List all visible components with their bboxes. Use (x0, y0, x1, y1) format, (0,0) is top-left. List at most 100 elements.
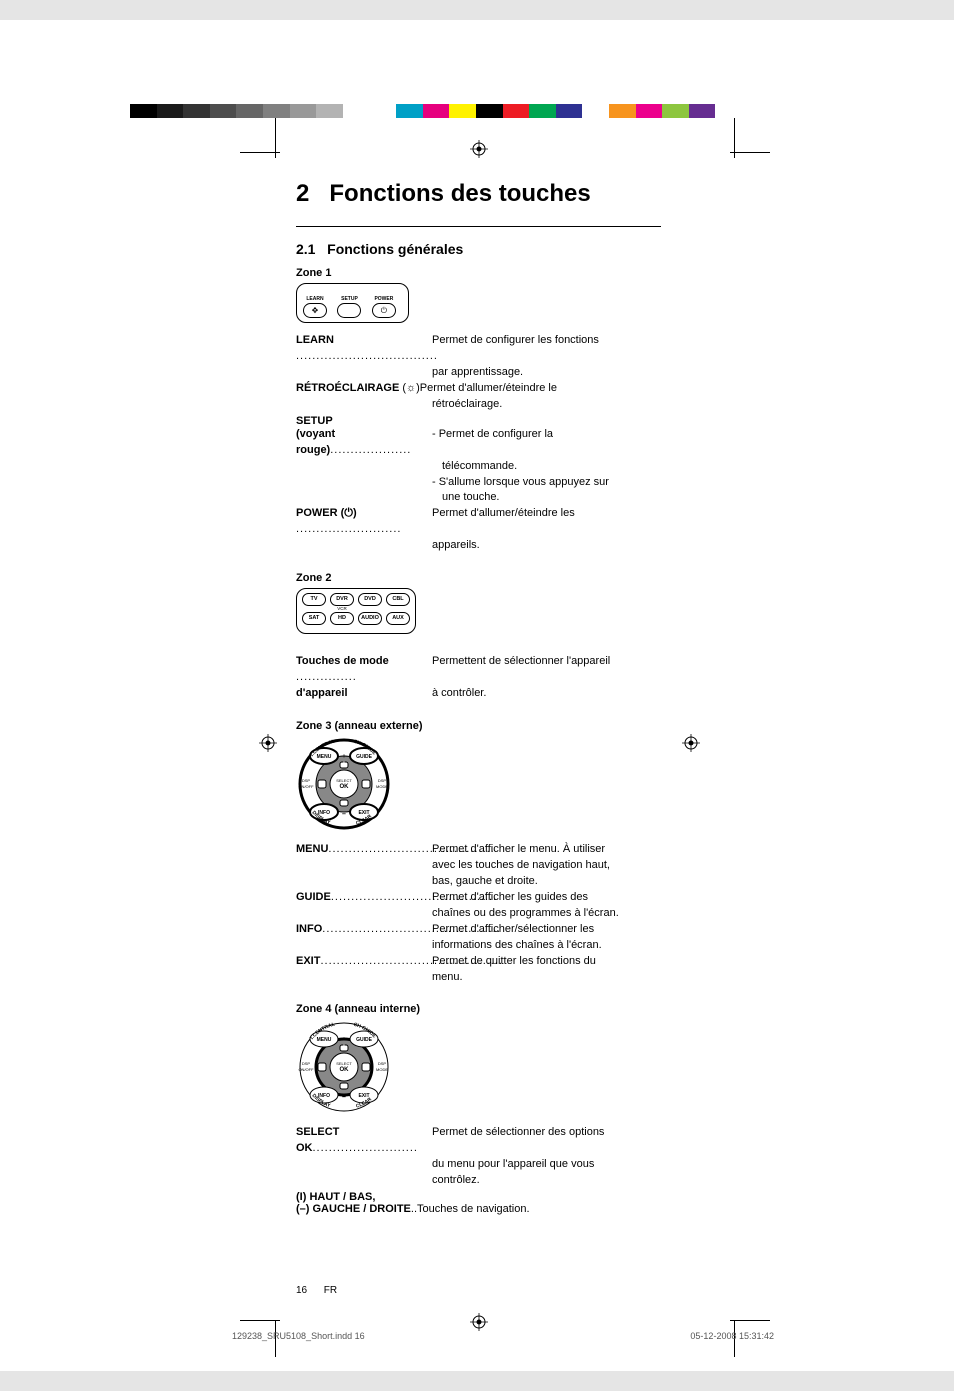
svg-text:OK: OK (340, 784, 350, 790)
zone3-diagram: T.CENTRAL CH GUIDE DISPLAY CLEAR MENU GU… (296, 736, 392, 832)
crop-mark (730, 152, 770, 153)
color-swatch (263, 104, 290, 118)
def-info: INFO....................................… (296, 922, 706, 938)
zone4-diagram: T.CENTRAL CH GUIDE DISPLAY CLEAR MENU GU… (296, 1019, 392, 1115)
def-guide: GUIDE...................................… (296, 890, 706, 906)
chapter-heading: 2 Fonctions des touches (296, 180, 706, 208)
power-symbol-icon: ⏻ (344, 507, 353, 519)
power-icon: ⏻ (372, 303, 396, 318)
color-swatch (582, 104, 609, 118)
cbl-button-icon: CBL (386, 593, 410, 606)
def-retro: RÉTROÉCLAIRAGE (☼)Permet d'allumer/étein… (296, 381, 706, 397)
svg-text:DSP: DSP (302, 778, 311, 783)
voyant-c2: - S'allume lorsque vous appuyez sur (296, 475, 706, 491)
ring-icon: T.CENTRAL CH GUIDE DISPLAY CLEAR MENU GU… (296, 1019, 392, 1115)
retro-cont: rétroéclairage. (296, 397, 706, 413)
info-c1: informations des chaînes à l'écran. (296, 938, 706, 954)
color-swatch (662, 104, 689, 118)
app-term: d'appareil (296, 687, 348, 699)
section-heading: 2.1 Fonctions générales (296, 241, 706, 257)
exit-desc: Permet de quitter les fonctions du (432, 954, 706, 970)
haut-line: (I) HAUT / BAS, (296, 1191, 706, 1203)
crop-mark (240, 152, 280, 153)
svg-text:—: — (319, 1065, 325, 1071)
def-power: POWER (⏻) .......................... Per… (296, 506, 706, 538)
app-desc: à contrôler. (432, 686, 706, 702)
power-desc: Permet d'allumer/éteindre les (432, 506, 706, 538)
sun-icon: ☼ (406, 382, 416, 394)
svg-text:DSP: DSP (378, 1061, 387, 1066)
svg-text:ON/OFF: ON/OFF (298, 784, 314, 789)
color-swatch (343, 104, 370, 118)
guide-c1: chaînes ou des programmes à l'écran. (296, 906, 706, 922)
page-lang: FR (324, 1285, 337, 1296)
svg-text:SELECT: SELECT (336, 778, 352, 783)
registration-mark-icon (259, 734, 277, 752)
def-learn: LEARN ..................................… (296, 333, 706, 365)
menu-c1: avec les touches de navigation haut, (296, 858, 706, 874)
def-menu: MENU....................................… (296, 842, 706, 858)
color-swatch (157, 104, 184, 118)
color-swatch (609, 104, 636, 118)
select-c2: contrôlez. (296, 1173, 706, 1189)
learn-cont: par apprentissage. (296, 365, 706, 381)
mode-term: Touches de mode (296, 655, 389, 667)
voyant-c3: une touche. (296, 490, 706, 506)
exit-term: EXIT (296, 955, 320, 967)
svg-text:INFO: INFO (318, 810, 330, 816)
section-number: 2.1 (296, 241, 315, 257)
svg-text:INFO: INFO (318, 1093, 330, 1099)
menu-desc: Permet d'afficher le menu. À utiliser (432, 842, 706, 858)
def-app: d'appareil à contrôler. (296, 686, 706, 702)
info-term: INFO (296, 923, 322, 935)
menu-term: MENU (296, 843, 328, 855)
power-label: POWER (374, 296, 393, 302)
registration-mark-icon (470, 1313, 488, 1331)
gauche-term: (–) GAUCHE / DROITE (296, 1203, 411, 1215)
color-swatch (715, 104, 742, 118)
learn-desc: Permet de configurer les fonctions (432, 333, 706, 365)
def-voyant: (voyant rouge).................... - Per… (296, 427, 706, 459)
color-calibration-bar (130, 104, 742, 118)
svg-text:MODE: MODE (376, 784, 388, 789)
color-swatch (423, 104, 450, 118)
zone2-diagram: TV DVRVCR DVD CBL SAT HD AUDIO AUX (296, 588, 416, 634)
color-swatch (369, 104, 396, 118)
crop-mark (730, 1320, 770, 1321)
zone3-label: Zone 3 (anneau externe) (296, 720, 706, 732)
mode-desc: Permettent de sélectionner l'appareil (432, 654, 706, 686)
crop-mark (240, 1320, 280, 1321)
voyant-c1: télécommande. (296, 459, 706, 475)
hd-button-icon: HD (330, 612, 354, 625)
color-swatch (556, 104, 583, 118)
svg-text:GUIDE: GUIDE (356, 754, 373, 760)
select-c1: du menu pour l'appareil que vous (296, 1157, 706, 1173)
color-swatch (476, 104, 503, 118)
voyant-desc: - Permet de configurer la (432, 427, 706, 459)
footer-timestamp: 05-12-2008 15:31:42 (690, 1331, 774, 1341)
svg-text:SELECT: SELECT (336, 1061, 352, 1066)
svg-text:EXIT: EXIT (358, 810, 369, 816)
gauche-desc: ..Touches de navigation. (411, 1203, 530, 1215)
svg-text:–: – (342, 1094, 346, 1101)
color-swatch (130, 104, 157, 118)
svg-text:—: — (363, 782, 369, 788)
color-swatch (183, 104, 210, 118)
zone1-diagram: LEARN✥ SETUP POWER⏻ (296, 283, 409, 323)
svg-text:MENU: MENU (317, 754, 332, 760)
page-number: 16 (296, 1285, 307, 1296)
audio-button-icon: AUDIO (358, 612, 382, 625)
learn-icon: ✥ (303, 303, 327, 318)
def-mode: Touches de mode ............... Permette… (296, 654, 706, 686)
content-area: 2 Fonctions des touches 2.1 Fonctions gé… (296, 180, 706, 1215)
dvr-button-icon: DVRVCR (330, 593, 354, 606)
svg-text:MODE: MODE (376, 1067, 388, 1072)
svg-text:—: — (319, 782, 325, 788)
setup-icon (337, 303, 361, 318)
tv-button-icon: TV (302, 593, 326, 606)
svg-text:DSP: DSP (302, 1061, 311, 1066)
color-swatch (236, 104, 263, 118)
zone1-label: Zone 1 (296, 267, 706, 279)
color-swatch (636, 104, 663, 118)
def-exit: EXIT....................................… (296, 954, 706, 970)
